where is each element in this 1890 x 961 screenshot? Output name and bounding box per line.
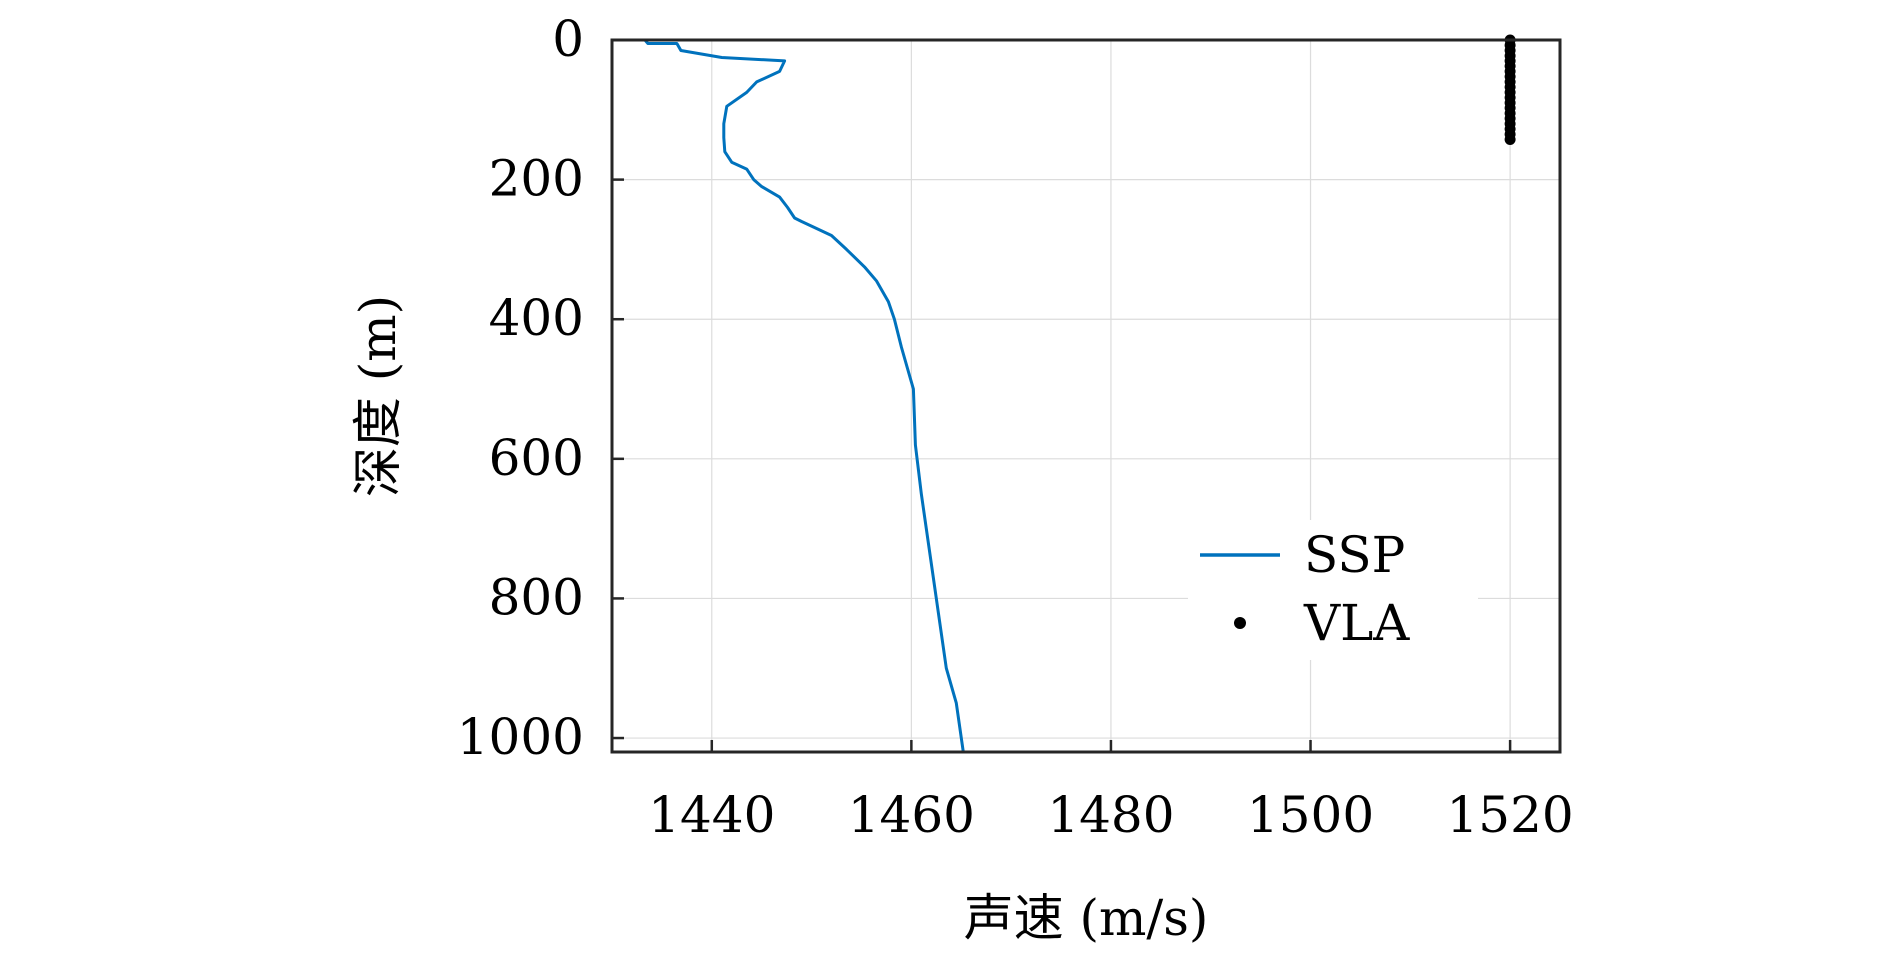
legend-vla-label: VLA <box>1303 594 1410 652</box>
plot-series <box>643 34 1516 753</box>
series-line-ssp <box>643 39 965 753</box>
x-axis-title: 声速 (m/s) <box>964 889 1209 947</box>
y-tick-label: 400 <box>489 289 584 347</box>
x-tick-label: 1480 <box>1047 786 1174 844</box>
legend-background <box>1188 520 1478 660</box>
x-tick-label: 1460 <box>848 786 975 844</box>
series-point-vla <box>1504 133 1516 145</box>
legend-ssp-label: SSP <box>1304 526 1405 584</box>
y-tick-label: 200 <box>489 150 584 208</box>
axes-box <box>610 38 1562 754</box>
x-tick-label: 1440 <box>648 786 775 844</box>
x-tick-label: 1500 <box>1247 786 1374 844</box>
legend-vla-swatch <box>1234 617 1246 629</box>
y-tick-label: 1000 <box>457 708 584 766</box>
x-tick-label: 1520 <box>1446 786 1573 844</box>
y-axis-title: 深度 (m) <box>349 295 407 497</box>
y-tick-label: 0 <box>552 10 584 68</box>
y-tick-label: 600 <box>489 429 584 487</box>
legend: SSP VLA <box>1188 520 1478 660</box>
y-tick-label: 800 <box>489 568 584 626</box>
tick-labels: 1440 1460 1480 1500 1520 0 200 400 600 800 1000 <box>457 10 1574 844</box>
